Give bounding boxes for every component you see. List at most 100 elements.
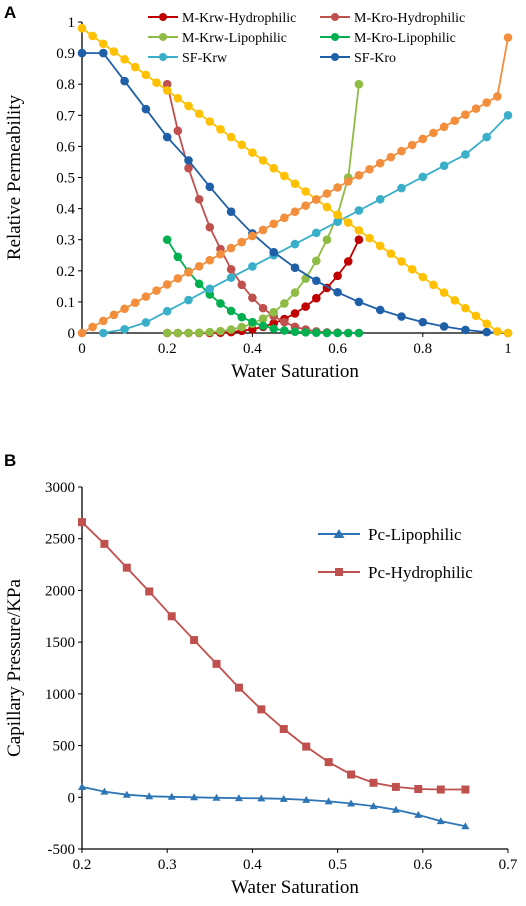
data-point xyxy=(324,797,333,805)
data-point xyxy=(167,612,176,621)
data-point xyxy=(234,683,243,692)
data-point xyxy=(212,793,221,801)
data-point xyxy=(258,225,268,235)
data-point xyxy=(312,195,321,204)
data-point xyxy=(482,98,492,107)
data-point xyxy=(280,213,289,223)
x-tick-label: 0 xyxy=(78,341,86,357)
data-point xyxy=(77,48,87,58)
data-point xyxy=(226,132,236,142)
y-tick-label: 2000 xyxy=(45,583,75,599)
data-point xyxy=(312,276,321,286)
data-point xyxy=(391,782,400,791)
data-point xyxy=(439,122,449,132)
data-point xyxy=(312,328,321,337)
data-point xyxy=(354,79,364,89)
data-point xyxy=(290,179,300,189)
y-tick-label: 0.5 xyxy=(56,171,75,187)
data-point xyxy=(248,262,257,271)
legend-item: M-Kro-Lipophilic xyxy=(320,31,456,46)
data-point xyxy=(429,128,438,138)
data-point xyxy=(471,104,481,113)
data-point xyxy=(418,172,428,182)
data-point xyxy=(226,264,236,274)
data-point xyxy=(407,140,417,150)
data-point xyxy=(322,235,332,244)
y-tick-label: 1000 xyxy=(45,687,75,703)
data-point xyxy=(205,117,215,126)
data-point xyxy=(471,311,481,321)
y-tick-label: 3000 xyxy=(45,480,75,496)
data-point xyxy=(141,318,151,327)
data-point xyxy=(322,202,332,212)
data-point xyxy=(461,822,470,830)
y-tick-label: 1500 xyxy=(45,635,75,651)
y-tick-label: 0.7 xyxy=(56,108,75,124)
data-point xyxy=(173,126,183,136)
data-point xyxy=(258,314,268,323)
series-0 xyxy=(78,782,470,830)
data-point xyxy=(482,327,492,337)
data-point xyxy=(237,322,247,332)
data-point xyxy=(322,189,332,198)
x-tick-label: 0.5 xyxy=(328,857,347,873)
data-point xyxy=(269,163,279,173)
data-point xyxy=(152,286,161,295)
data-point xyxy=(439,288,449,297)
data-point xyxy=(461,303,470,313)
data-point xyxy=(173,274,183,283)
data-point xyxy=(237,280,247,290)
data-point xyxy=(312,256,321,266)
data-point xyxy=(375,194,385,204)
x-axis-title: Water Saturation xyxy=(231,877,359,898)
data-point xyxy=(280,299,289,308)
data-point xyxy=(205,182,215,192)
data-point xyxy=(493,327,502,336)
data-point xyxy=(322,328,332,338)
data-point xyxy=(354,297,364,307)
data-point xyxy=(226,243,236,253)
data-point xyxy=(482,132,492,142)
legend-item: M-Kro-Hydrophilic xyxy=(320,11,465,26)
data-point xyxy=(100,539,109,548)
legend-label: M-Krw-Lipophilic xyxy=(182,31,287,46)
data-point xyxy=(216,326,225,336)
legend-item: M-Krw-Lipophilic xyxy=(148,31,287,46)
legend-label: Pc-Hydrophilic xyxy=(368,563,473,582)
data-point xyxy=(397,312,406,321)
y-tick-label: 0.2 xyxy=(56,264,75,280)
data-point xyxy=(205,255,215,265)
data-point xyxy=(269,247,279,257)
data-point xyxy=(429,280,438,290)
data-point xyxy=(162,306,172,316)
data-point xyxy=(226,306,236,316)
relative-permeability-chart: 0 0.2 0.4 0.6 0.8 1 0 0.1 0.2 0.3 0.4 0.5 0.6 0.7 0.8 0… xyxy=(4,11,513,382)
data-point xyxy=(141,70,151,80)
data-point xyxy=(248,148,257,157)
data-point xyxy=(290,239,300,249)
data-point xyxy=(194,194,204,204)
data-point xyxy=(248,231,257,241)
data-point xyxy=(226,325,236,334)
data-point xyxy=(354,328,364,338)
data-point xyxy=(280,326,289,335)
data-point xyxy=(120,324,129,334)
y-tick-label: 500 xyxy=(53,739,76,755)
chart-b-legend: Pc-Lipophilic Pc-Hydrophilic xyxy=(318,525,473,582)
data-point xyxy=(354,171,364,180)
data-point xyxy=(77,23,87,33)
data-point xyxy=(375,158,385,168)
data-point xyxy=(226,273,236,282)
data-point xyxy=(290,327,300,337)
data-point xyxy=(386,152,396,162)
data-point xyxy=(333,271,342,281)
data-point xyxy=(414,810,423,818)
data-point xyxy=(365,233,374,243)
data-point xyxy=(162,280,172,289)
x-tick-label: 0.6 xyxy=(328,341,347,357)
data-point xyxy=(333,183,342,192)
x-tick-label: 0.2 xyxy=(73,857,92,873)
data-point xyxy=(145,587,154,596)
legend-item: M-Krw-Hydrophilic xyxy=(148,11,296,26)
